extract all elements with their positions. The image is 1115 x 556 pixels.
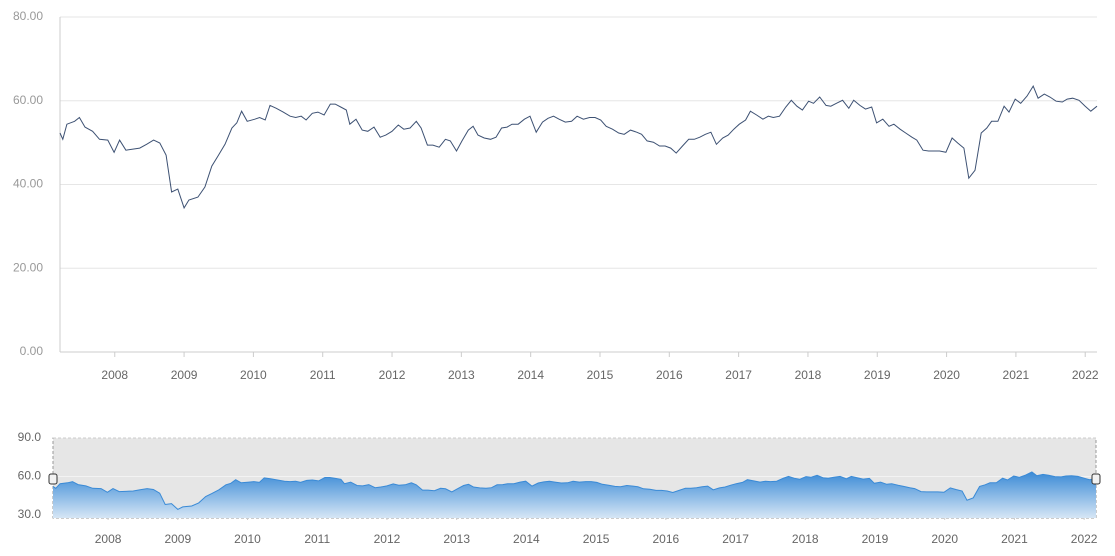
navigator-handle[interactable]	[1091, 473, 1101, 485]
x-tick-label: 2008	[95, 532, 122, 546]
x-tick-label: 2018	[792, 532, 819, 546]
x-tick-label: 2009	[171, 368, 198, 382]
x-tick-label: 2010	[240, 368, 267, 382]
x-tick-label: 2016	[656, 368, 683, 382]
x-tick-label: 2014	[513, 532, 540, 546]
x-tick-label: 2015	[583, 532, 610, 546]
x-tick-label: 2013	[443, 532, 470, 546]
x-tick-label: 2019	[864, 368, 891, 382]
x-tick-label: 2019	[862, 532, 889, 546]
x-tick-label: 2022	[1072, 368, 1099, 382]
x-tick-label: 2017	[722, 532, 749, 546]
x-tick-label: 2013	[448, 368, 475, 382]
x-tick-label: 2010	[234, 532, 261, 546]
y-tick-label: 40.00	[13, 177, 43, 191]
x-tick-label: 2020	[933, 368, 960, 382]
x-tick-label: 2020	[931, 532, 958, 546]
x-tick-label: 2011	[310, 368, 336, 382]
navigator-area	[53, 472, 1096, 518]
x-tick-label: 2022	[1071, 532, 1098, 546]
navigator-line	[52, 471, 1097, 511]
x-tick-label: 2016	[652, 532, 679, 546]
y-tick-label: 20.00	[13, 260, 43, 274]
x-tick-label: 2018	[795, 368, 822, 382]
line	[59, 84, 1098, 210]
x-tick-label: 2012	[374, 532, 401, 546]
y-tick-label: 0.00	[20, 344, 44, 358]
y-tick-label: 90.0	[18, 430, 42, 444]
navigator-handle[interactable]	[48, 473, 58, 485]
x-tick-label: 2008	[101, 368, 128, 382]
x-tick-label: 2011	[304, 532, 330, 546]
x-tick-label: 2014	[517, 368, 544, 382]
y-tick-label: 80.00	[13, 9, 43, 23]
y-tick-label: 60.0	[18, 469, 42, 483]
x-tick-label: 2021	[1003, 368, 1030, 382]
x-tick-label: 2015	[587, 368, 614, 382]
y-tick-label: 30.0	[18, 507, 42, 521]
y-tick-label: 60.00	[13, 93, 43, 107]
x-tick-label: 2012	[379, 368, 406, 382]
x-tick-label: 2017	[725, 368, 752, 382]
x-tick-label: 2021	[1001, 532, 1028, 546]
x-tick-label: 2009	[164, 532, 191, 546]
